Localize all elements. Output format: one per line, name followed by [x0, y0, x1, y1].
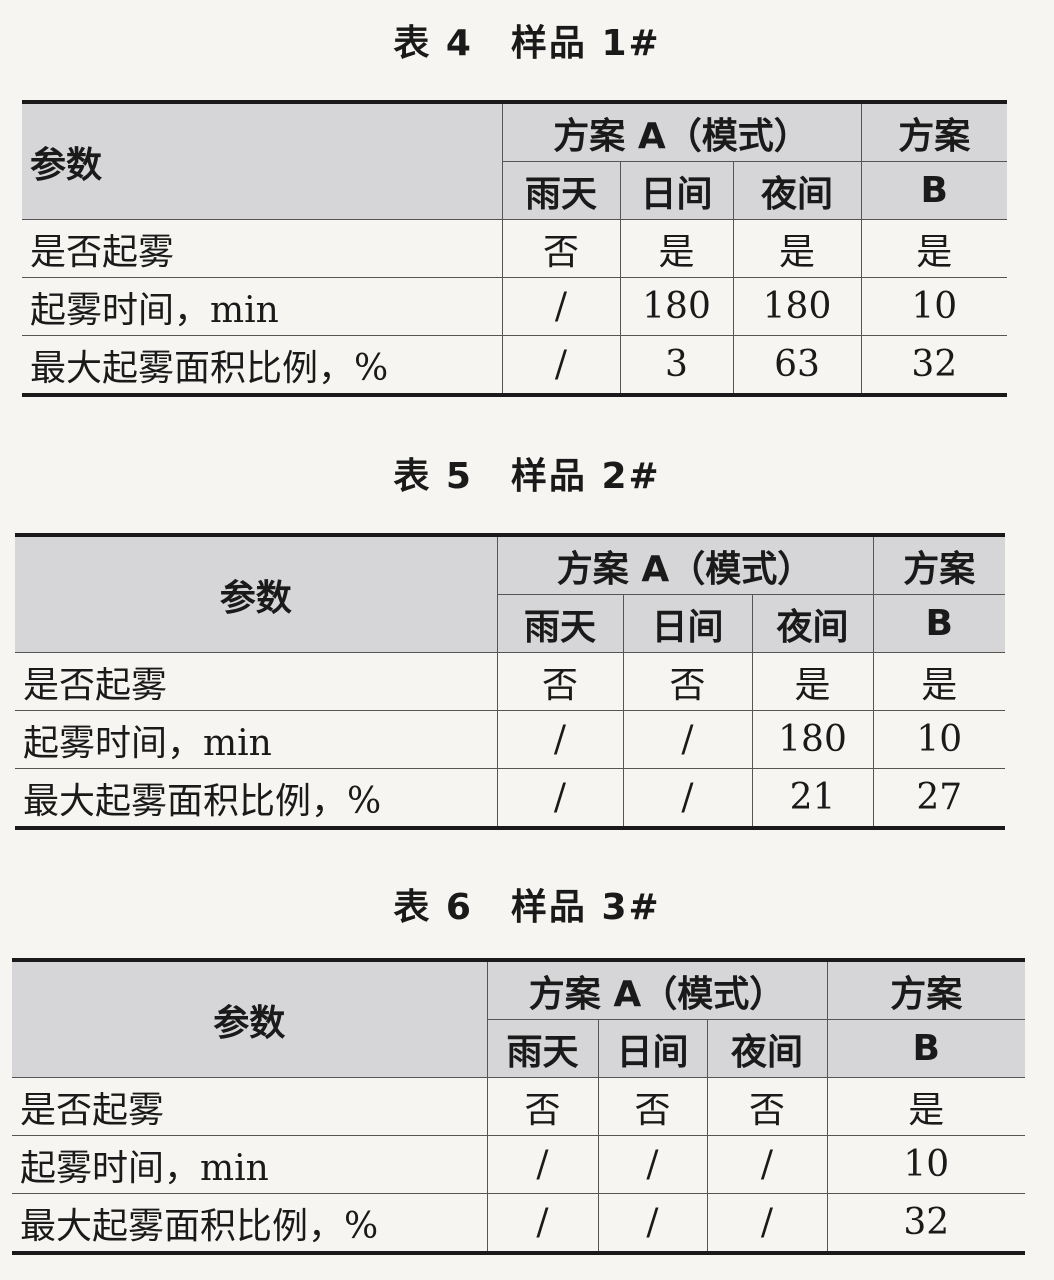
table-row: 是否起雾否是是是	[22, 219, 1007, 278]
cell-value: /	[501, 335, 621, 396]
cell-value: /	[486, 1135, 599, 1194]
cell-value: /	[622, 710, 753, 769]
cell-value: 否	[597, 1077, 708, 1136]
table-row: 是否起雾否否否是	[12, 1077, 1025, 1136]
cell-value: 32	[826, 1193, 1025, 1254]
header-row: 参数 方案 A（模式） 方案	[15, 534, 1005, 653]
row-param: 最大起雾面积比例，%	[12, 1193, 488, 1254]
scheme-a-header: 方案 A（模式）	[486, 959, 828, 1020]
row-param: 是否起雾	[22, 219, 503, 278]
mode-header: 日间	[597, 1019, 708, 1078]
scheme-b-header-line2: B	[860, 161, 1007, 220]
table-row: 最大起雾面积比例，%/3 63 32	[22, 335, 1007, 396]
scheme-a-header: 方案 A（模式）	[501, 101, 862, 162]
cell-value: /	[486, 1193, 599, 1254]
mode-header: 夜间	[751, 594, 874, 653]
row-param: 起雾时间，min	[15, 710, 498, 769]
mode-header: 夜间	[706, 1019, 828, 1078]
cell-value: 32	[860, 335, 1007, 396]
mode-header: 雨天	[487, 1019, 599, 1078]
scheme-b-header-line1: 方案	[872, 534, 1005, 595]
cell-value: 否	[622, 652, 753, 711]
row-param: 是否起雾	[12, 1077, 488, 1136]
row-param: 最大起雾面积比例，%	[22, 335, 503, 396]
header-row: 雨天 日间 夜间 B	[12, 1019, 1025, 1078]
cell-value: /	[706, 1135, 828, 1194]
cell-value: 是	[732, 219, 862, 278]
scheme-b-header-line2: B	[872, 594, 1005, 653]
cell-value: /	[496, 710, 624, 769]
table-sample-1: 参数 方案 A（模式） 方案 雨天 日间 夜间 B 是否起雾否是是是起雾时间，min/180 1…	[22, 100, 1007, 397]
mode-header: 雨天	[497, 594, 624, 653]
cell-value: 否	[706, 1077, 828, 1136]
cell-value: 是	[826, 1077, 1025, 1136]
table-row: 起雾时间，min / //10	[12, 1135, 1025, 1194]
scheme-b-header-line2: B	[826, 1019, 1025, 1078]
param-header: 参数	[12, 959, 488, 1078]
cell-value: 否	[486, 1077, 599, 1136]
cell-value: 否	[501, 219, 621, 278]
cell-value: 否	[496, 652, 624, 711]
cell-value: 63	[732, 335, 862, 396]
table-row: 最大起雾面积比例，% / //32	[12, 1193, 1025, 1254]
row-param: 最大起雾面积比例，%	[15, 768, 498, 829]
cell-value: 27	[872, 768, 1005, 829]
header-row: 参数 方案 A（模式） 方案	[12, 959, 1025, 1078]
cell-value: /	[597, 1193, 708, 1254]
cell-value: 10	[860, 277, 1007, 336]
scheme-a-header: 方案 A（模式）	[496, 534, 874, 595]
row-param: 起雾时间，min	[22, 277, 503, 336]
cell-value: 10	[872, 710, 1005, 769]
cell-value: /	[496, 768, 624, 829]
cell-value: 180	[619, 277, 734, 336]
cell-value: 是	[872, 652, 1005, 711]
mode-header: 日间	[622, 594, 753, 653]
cell-value: /	[706, 1193, 828, 1254]
mode-header: 日间	[619, 161, 734, 220]
table-row: 最大起雾面积比例，% //21 27	[15, 768, 1005, 829]
cell-value: 21	[751, 768, 874, 829]
cell-value: 3	[619, 335, 734, 396]
table-title: 表 4 样品 1#	[393, 23, 661, 64]
mode-header: 夜间	[732, 161, 862, 220]
scheme-b-header-line1: 方案	[826, 959, 1025, 1020]
table-row: 是否起雾否否是是	[15, 652, 1005, 711]
header-row: 参数 方案 A（模式） 方案	[22, 101, 1007, 220]
cell-value: /	[597, 1135, 708, 1194]
table-title: 表 6 样品 3#	[393, 887, 661, 928]
cell-value: 是	[619, 219, 734, 278]
param-header: 参数	[15, 534, 498, 653]
table-sample-2: 参数 方案 A（模式） 方案 雨天 日间 夜间 B 是否起雾否否是是起雾时间，min //180…	[15, 533, 1005, 830]
table-row: 起雾时间，min/180 180 10	[22, 277, 1007, 336]
cell-value: 是	[860, 219, 1007, 278]
param-header: 参数	[22, 101, 503, 220]
table-row: 起雾时间，min //180 10	[15, 710, 1005, 769]
row-param: 起雾时间，min	[12, 1135, 488, 1194]
cell-value: /	[501, 277, 621, 336]
header-row: 雨天 日间 夜间 B	[15, 594, 1005, 653]
cell-value: 是	[751, 652, 874, 711]
cell-value: /	[622, 768, 753, 829]
row-param: 是否起雾	[15, 652, 498, 711]
scheme-b-header-line1: 方案	[860, 101, 1007, 162]
cell-value: 10	[826, 1135, 1025, 1194]
cell-value: 180	[732, 277, 862, 336]
mode-header: 雨天	[502, 161, 621, 220]
table-sample-3: 参数 方案 A（模式） 方案 雨天 日间 夜间 B 是否起雾否否否是起雾时间，min / //10…	[12, 958, 1025, 1255]
cell-value: 180	[751, 710, 874, 769]
table-title: 表 5 样品 2#	[393, 456, 661, 497]
